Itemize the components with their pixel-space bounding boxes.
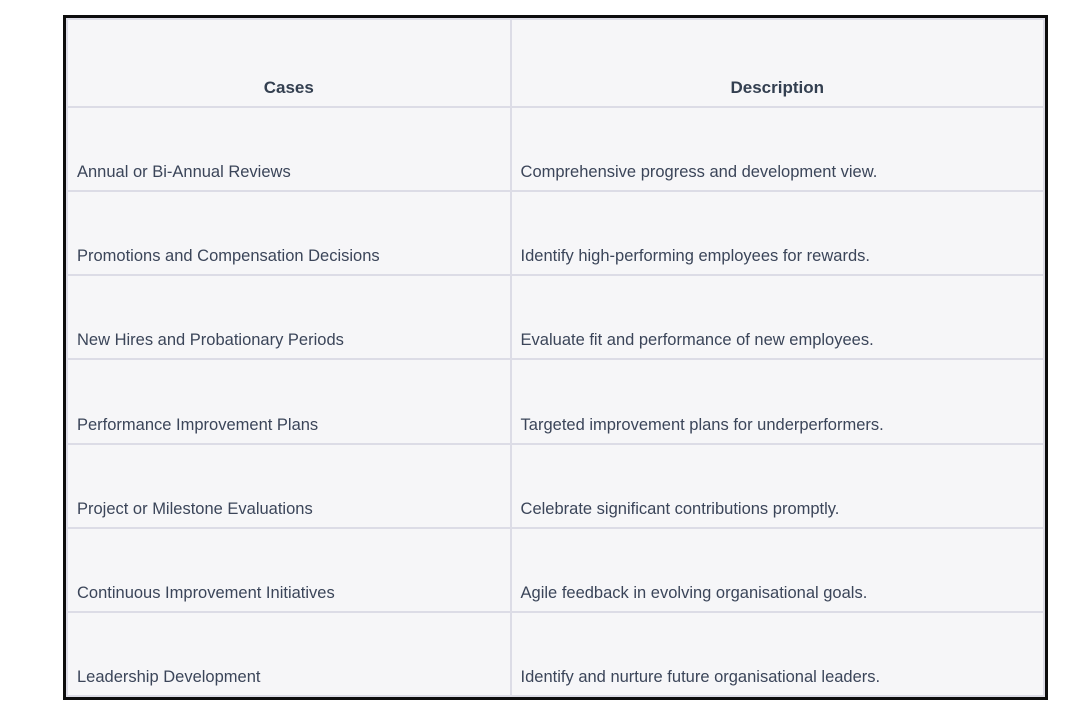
cell-case: New Hires and Probationary Periods xyxy=(66,274,512,361)
table-row: Continuous Improvement Initiatives Agile… xyxy=(66,526,1046,613)
cell-description: Identify and nurture future organisation… xyxy=(509,610,1046,698)
table-row: Performance Improvement Plans Targeted i… xyxy=(66,358,1046,445)
cell-description: Targeted improvement plans for underperf… xyxy=(509,358,1046,445)
cell-description: Celebrate significant contributions prom… xyxy=(509,442,1046,529)
cell-description: Agile feedback in evolving organisationa… xyxy=(509,526,1046,613)
table-container: Cases Description Annual or Bi-Annual Re… xyxy=(63,15,1048,700)
cell-case: Project or Milestone Evaluations xyxy=(66,442,512,529)
table-row: Project or Milestone Evaluations Celebra… xyxy=(66,442,1046,529)
cell-case: Leadership Development xyxy=(66,610,512,698)
table-header-row: Cases Description xyxy=(66,18,1046,108)
cell-case: Continuous Improvement Initiatives xyxy=(66,526,512,613)
cases-description-table: Cases Description Annual or Bi-Annual Re… xyxy=(66,18,1046,698)
table-row: Leadership Development Identify and nurt… xyxy=(66,610,1046,698)
header-cases: Cases xyxy=(66,18,512,108)
cell-case: Annual or Bi-Annual Reviews xyxy=(66,105,512,193)
cell-description: Evaluate fit and performance of new empl… xyxy=(509,274,1046,361)
cell-case: Performance Improvement Plans xyxy=(66,358,512,445)
table-row: Annual or Bi-Annual Reviews Comprehensiv… xyxy=(66,105,1046,193)
table-row: New Hires and Probationary Periods Evalu… xyxy=(66,274,1046,361)
header-description: Description xyxy=(509,18,1046,108)
cell-description: Identify high-performing employees for r… xyxy=(509,190,1046,277)
table-row: Promotions and Compensation Decisions Id… xyxy=(66,190,1046,277)
cell-description: Comprehensive progress and development v… xyxy=(509,105,1046,193)
cell-case: Promotions and Compensation Decisions xyxy=(66,190,512,277)
